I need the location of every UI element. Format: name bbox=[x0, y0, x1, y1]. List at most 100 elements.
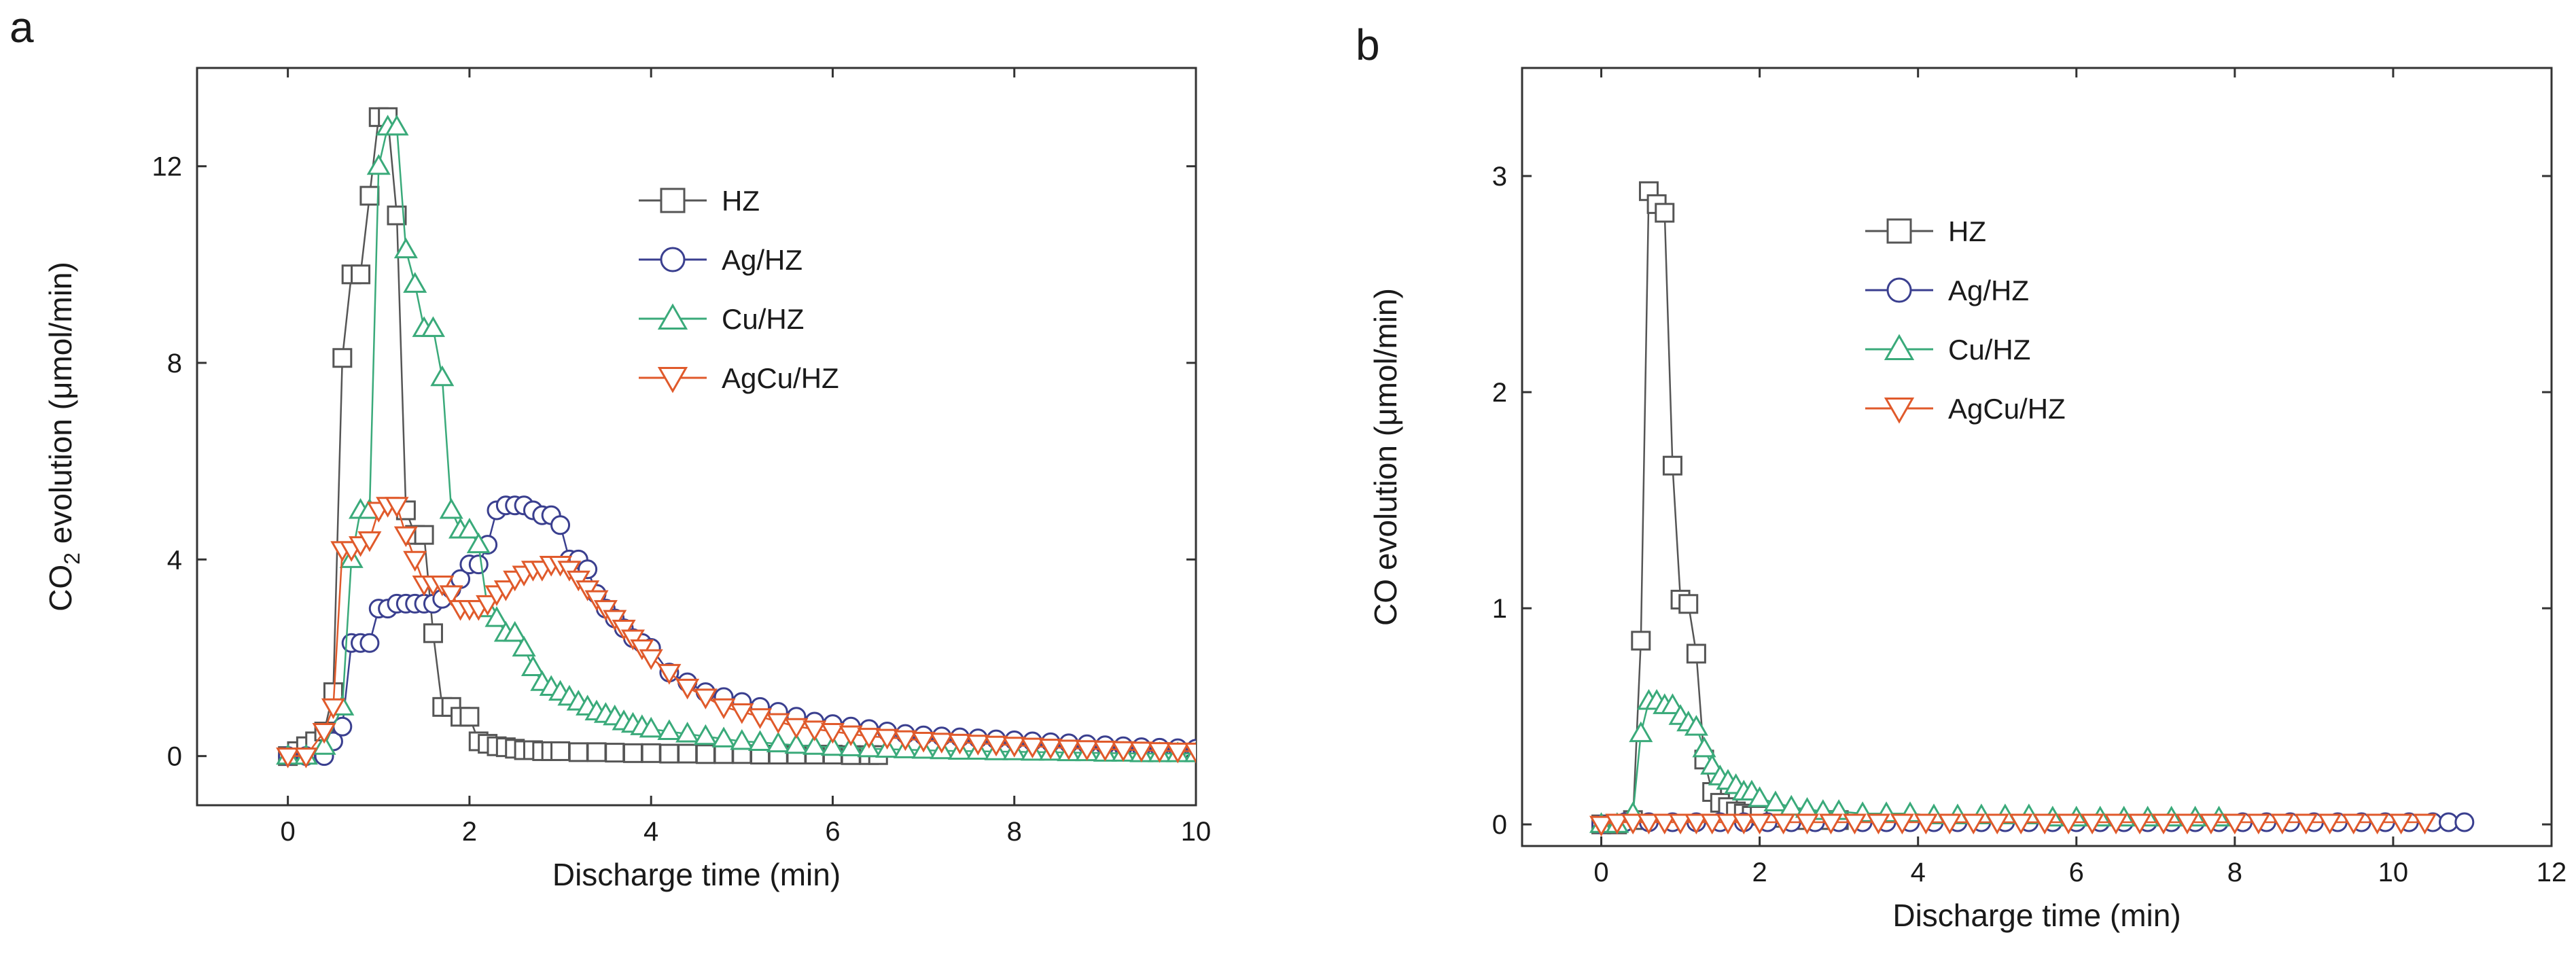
legend-label: Cu/HZ bbox=[722, 303, 804, 335]
data-point bbox=[2318, 813, 2342, 834]
x-tick-label: 0 bbox=[1593, 858, 1608, 887]
data-point bbox=[605, 743, 625, 763]
x-tick-label: 2 bbox=[1752, 858, 1767, 887]
data-point bbox=[748, 708, 773, 729]
data-point bbox=[1129, 741, 1154, 762]
data-point bbox=[385, 114, 409, 136]
x-tick-label: 6 bbox=[2069, 858, 2084, 887]
data-point bbox=[1731, 813, 1756, 834]
x-tick-label: 12 bbox=[2537, 858, 2567, 887]
x-axis-title: Discharge time (min) bbox=[1892, 898, 2181, 933]
x-tick-label: 4 bbox=[643, 817, 658, 847]
data-point bbox=[1684, 813, 1708, 834]
data-point bbox=[820, 722, 845, 744]
x-tick-label: 10 bbox=[1181, 817, 1212, 847]
data-point bbox=[1692, 736, 1716, 758]
data-point bbox=[802, 720, 827, 741]
series-line bbox=[287, 116, 879, 757]
data-point bbox=[1913, 813, 1938, 834]
x-tick-label: 6 bbox=[825, 817, 840, 847]
data-point bbox=[893, 730, 917, 752]
y-tick-label: 0 bbox=[1492, 810, 1507, 840]
data-point bbox=[1686, 644, 1706, 664]
data-point bbox=[321, 698, 345, 720]
data-point bbox=[2151, 813, 2176, 834]
legend-marker bbox=[657, 303, 688, 330]
legend-label: Ag/HZ bbox=[722, 244, 802, 276]
data-point bbox=[1748, 786, 1772, 807]
legend-marker bbox=[660, 247, 686, 272]
panel-letter-a: a bbox=[10, 3, 34, 52]
y-tick-label: 8 bbox=[167, 349, 182, 378]
series-cu-hz bbox=[1589, 688, 2231, 833]
data-point bbox=[2175, 813, 2200, 834]
data-point bbox=[1866, 813, 1890, 834]
data-point bbox=[875, 728, 900, 750]
y-axis-title: CO evolution (μmol/min) bbox=[1368, 288, 1403, 626]
data-point bbox=[1629, 721, 1653, 743]
data-point bbox=[784, 718, 809, 739]
y-tick-label: 4 bbox=[167, 545, 182, 575]
data-point bbox=[1111, 741, 1135, 762]
x-axis-title: Discharge time (min) bbox=[552, 857, 841, 892]
y-axis-title-subscript: 2 bbox=[60, 552, 84, 565]
data-point bbox=[484, 606, 509, 627]
data-point bbox=[766, 731, 790, 753]
data-point bbox=[766, 713, 790, 734]
data-point bbox=[2104, 813, 2128, 834]
data-point bbox=[802, 734, 827, 755]
legend-marker bbox=[1884, 334, 1915, 360]
data-point bbox=[639, 716, 663, 738]
data-point bbox=[468, 554, 489, 575]
data-point bbox=[930, 733, 954, 754]
legend: HZ Ag/HZ Cu/HZ AgCu/HZ bbox=[1865, 215, 2066, 425]
data-point bbox=[586, 742, 607, 762]
data-point bbox=[1589, 815, 1614, 837]
legend-marker bbox=[657, 367, 688, 393]
data-point bbox=[677, 743, 698, 764]
data-point bbox=[1057, 739, 1081, 761]
data-point bbox=[1818, 813, 1843, 834]
series-line bbox=[287, 126, 1196, 757]
data-point bbox=[439, 585, 463, 606]
data-point bbox=[748, 730, 773, 751]
data-point bbox=[641, 743, 661, 763]
series-agcu-hz bbox=[276, 497, 1196, 769]
data-point bbox=[2294, 813, 2318, 834]
data-point bbox=[276, 747, 300, 769]
data-point bbox=[414, 525, 434, 545]
legend: HZ Ag/HZ Cu/HZ AgCu/HZ bbox=[639, 185, 839, 394]
data-point bbox=[294, 747, 318, 769]
y-tick-label: 2 bbox=[1492, 378, 1507, 408]
legend-marker bbox=[1884, 398, 1915, 424]
x-tick-label: 10 bbox=[2378, 858, 2409, 887]
y-axis-title-suffix: evolution (μmol/min) bbox=[43, 262, 78, 552]
data-point bbox=[1020, 737, 1044, 759]
data-point bbox=[1636, 813, 1661, 834]
data-point bbox=[2412, 813, 2437, 834]
data-point bbox=[1660, 693, 1684, 714]
data-point bbox=[351, 264, 371, 285]
plot-area bbox=[276, 107, 1196, 769]
data-point bbox=[659, 743, 680, 764]
data-point bbox=[1684, 715, 1708, 736]
y-axis-title: CO2 evolution (μmol/min) bbox=[43, 262, 84, 612]
data-point bbox=[693, 724, 718, 745]
panel-letter-b: b bbox=[1356, 20, 1380, 69]
data-point bbox=[675, 722, 700, 743]
data-point bbox=[357, 531, 382, 552]
data-point bbox=[695, 744, 716, 764]
data-point bbox=[2199, 813, 2223, 834]
data-point bbox=[1653, 813, 1677, 834]
x-tick-label: 4 bbox=[1911, 858, 1926, 887]
data-point bbox=[2270, 813, 2295, 834]
legend-label: AgCu/HZ bbox=[1948, 393, 2066, 425]
data-point bbox=[366, 154, 391, 175]
data-point bbox=[466, 532, 491, 554]
data-point bbox=[2080, 813, 2104, 834]
data-point bbox=[657, 664, 682, 685]
plot-frame bbox=[196, 67, 1197, 807]
data-point bbox=[2223, 813, 2247, 834]
y-tick-label: 0 bbox=[167, 742, 182, 772]
